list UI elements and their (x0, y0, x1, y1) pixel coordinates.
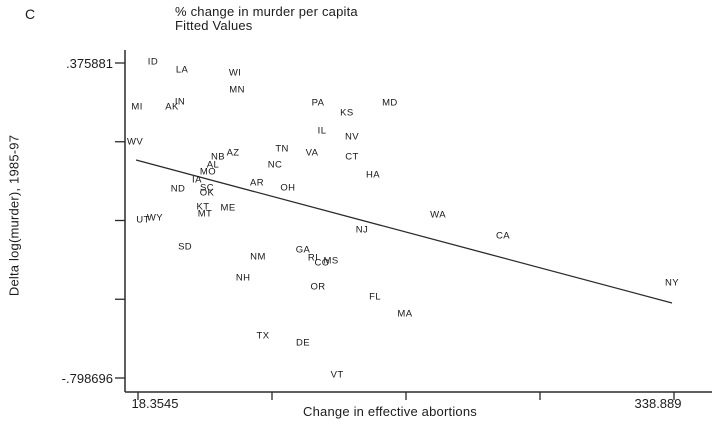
state-point-nb: NB (211, 151, 225, 163)
state-point-or: OR (310, 281, 326, 293)
legend-series-1-label: % change in murder per capita (175, 4, 358, 19)
state-point-nv: NV (344, 131, 359, 143)
state-point-ut: UT (136, 214, 150, 226)
state-point-ar: AR (249, 177, 264, 189)
state-point-in: IN (174, 96, 186, 108)
state-point-ha: HA (366, 169, 381, 181)
state-point-ma: MA (397, 308, 413, 320)
state-point-nh: NH (235, 272, 251, 284)
state-point-vt: VT (330, 369, 344, 381)
fitted-values-line (135, 159, 673, 304)
state-point-nc: NC (267, 159, 283, 171)
legend-series-2-label: Fitted Values (175, 18, 253, 33)
state-point-sc: SC (199, 182, 214, 194)
state-point-va: VA (305, 147, 319, 159)
state-point-nj: NJ (355, 224, 369, 236)
state-point-ct: CT (345, 151, 359, 163)
state-point-fl: FL (369, 291, 381, 303)
state-point-ca: CA (495, 230, 510, 242)
state-point-oh: OH (280, 182, 296, 194)
legend: % change in murder per capita Fitted Val… (175, 5, 358, 33)
state-point-ri: RI (307, 252, 319, 264)
state-point-mt: MT (197, 208, 213, 220)
x-axis-title: Change in effective abortions (303, 404, 477, 419)
state-point-ga: GA (295, 244, 311, 256)
state-point-wy: WY (146, 212, 164, 224)
state-point-ms: MS (323, 255, 339, 267)
state-point-al: AL (206, 159, 220, 171)
state-point-tn: TN (275, 143, 289, 155)
state-point-de: DE (295, 337, 310, 349)
state-point-ia: IA (192, 174, 202, 186)
state-point-nm: NM (250, 251, 266, 263)
state-point-la: LA (175, 64, 189, 76)
state-point-tx: TX (256, 330, 270, 342)
state-point-sd: SD (178, 241, 193, 253)
state-point-az: AZ (226, 147, 240, 159)
panel-label: C (25, 6, 36, 22)
state-point-id: ID (147, 56, 159, 68)
state-point-mo: MO (199, 166, 217, 178)
state-point-md: MD (382, 97, 398, 109)
y-axis-tick-label-max: .375881 (66, 56, 113, 71)
state-point-ks: KS (340, 107, 354, 119)
state-point-nd: ND (170, 183, 186, 195)
state-point-wa: WA (430, 209, 446, 221)
state-point-ak: AK (165, 101, 179, 113)
state-point-il: IL (317, 125, 327, 137)
state-point-mi: MI (131, 101, 143, 113)
state-point-wv: WV (127, 136, 144, 148)
x-axis-tick-label-max: 338.889 (634, 396, 682, 411)
state-point-mn: MN (229, 84, 245, 96)
state-point-co: CO (314, 257, 330, 269)
state-point-wi: WI (228, 67, 242, 79)
state-point-pa: PA (311, 97, 325, 109)
state-point-ny: NY (665, 277, 679, 289)
state-point-ok: OK (199, 187, 215, 199)
y-axis-tick-label-min: -.798696 (61, 371, 113, 386)
x-axis-tick-label-min: 18.3545 (131, 396, 179, 411)
state-point-me: ME (220, 202, 236, 214)
state-point-kt: KT (196, 201, 210, 213)
